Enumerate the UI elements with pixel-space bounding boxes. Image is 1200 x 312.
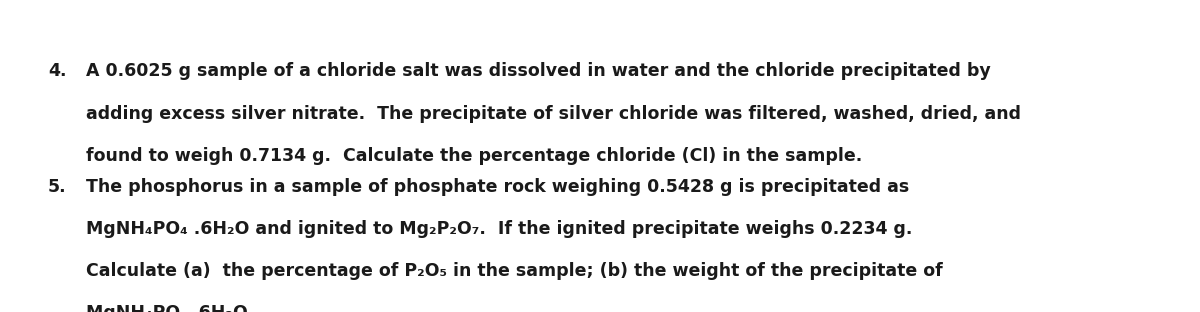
Text: 5.: 5. [48,178,67,196]
Text: found to weigh 0.7134 g.  Calculate the percentage chloride (Cl) in the sample.: found to weigh 0.7134 g. Calculate the p… [86,147,863,165]
Text: The phosphorus in a sample of phosphate rock weighing 0.5428 g is precipitated a: The phosphorus in a sample of phosphate … [86,178,910,196]
Text: 4.: 4. [48,62,66,80]
Text: A 0.6025 g sample of a chloride salt was dissolved in water and the chloride pre: A 0.6025 g sample of a chloride salt was… [86,62,991,80]
Text: Calculate (a)  the percentage of P₂O₅ in the sample; (b) the weight of the preci: Calculate (a) the percentage of P₂O₅ in … [86,262,943,280]
Text: MgNH₄PO . 6H₂O.: MgNH₄PO . 6H₂O. [86,304,254,312]
Text: adding excess silver nitrate.  The precipitate of silver chloride was filtered, : adding excess silver nitrate. The precip… [86,105,1021,123]
Text: MgNH₄PO₄ .6H₂O and ignited to Mg₂P₂O₇.  If the ignited precipitate weighs 0.2234: MgNH₄PO₄ .6H₂O and ignited to Mg₂P₂O₇. I… [86,220,913,238]
